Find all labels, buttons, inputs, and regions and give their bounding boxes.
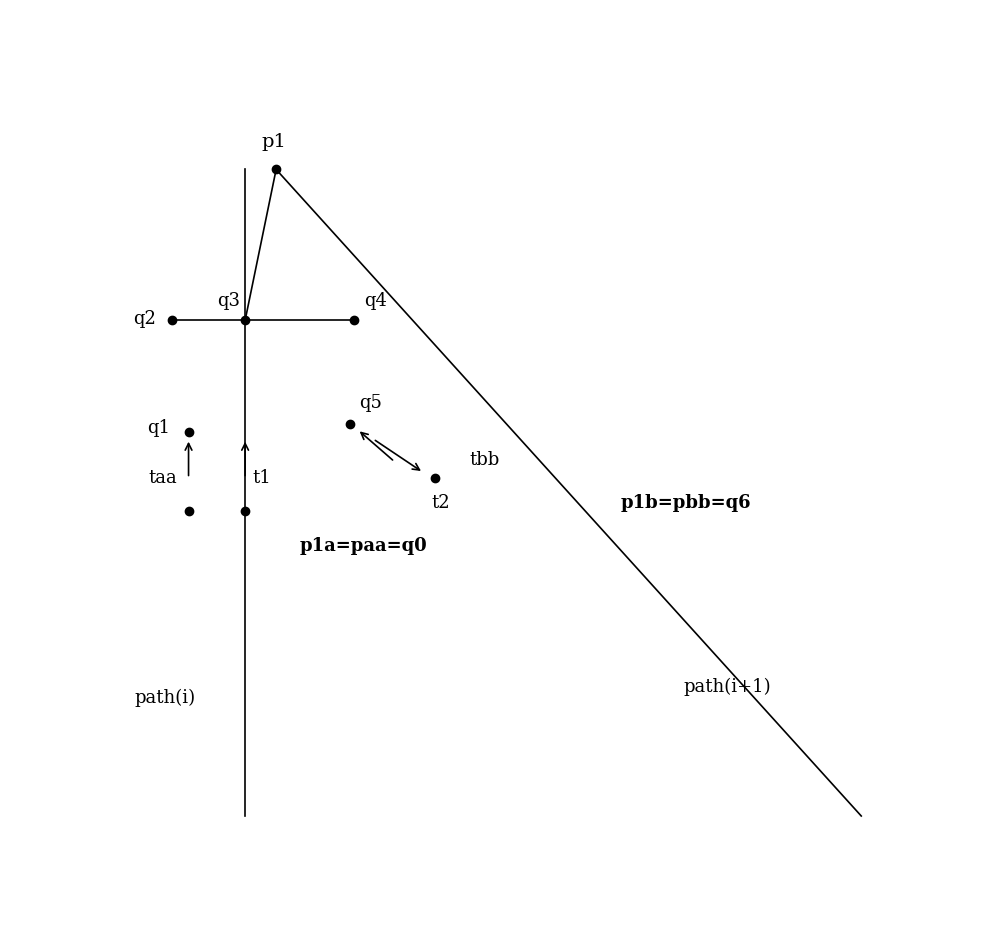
- Text: t2: t2: [432, 494, 451, 512]
- Text: q3: q3: [217, 291, 240, 310]
- Text: q5: q5: [359, 395, 382, 412]
- Text: q2: q2: [133, 310, 156, 327]
- Text: t1: t1: [253, 469, 272, 487]
- Text: q4: q4: [364, 291, 387, 310]
- Text: tbb: tbb: [470, 452, 500, 469]
- Text: p1: p1: [261, 133, 286, 151]
- Text: taa: taa: [148, 469, 177, 487]
- Text: path(i): path(i): [134, 689, 195, 706]
- Text: q1: q1: [147, 419, 170, 437]
- Text: path(i+1): path(i+1): [683, 677, 771, 696]
- Text: p1b=pbb=q6: p1b=pbb=q6: [621, 494, 752, 512]
- Text: p1a=paa=q0: p1a=paa=q0: [299, 537, 427, 555]
